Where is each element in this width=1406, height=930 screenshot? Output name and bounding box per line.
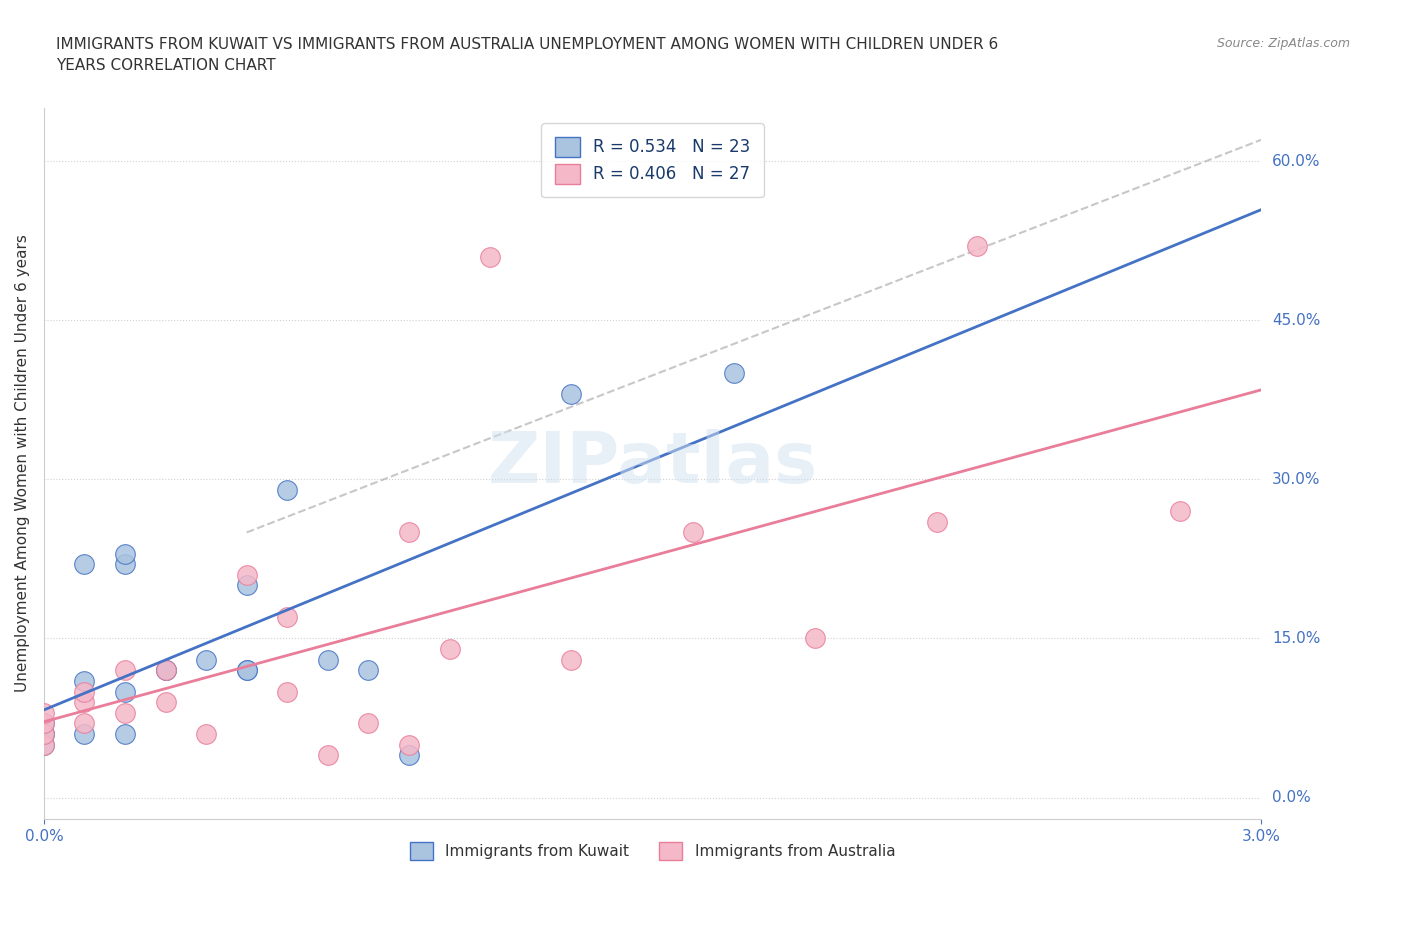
Point <box>73 557 96 572</box>
Point <box>114 684 136 699</box>
Point <box>73 684 96 699</box>
Point <box>479 249 502 264</box>
Point <box>236 663 259 678</box>
Point <box>276 483 298 498</box>
Point <box>114 663 136 678</box>
Point <box>114 726 136 741</box>
Text: ZIPatlas: ZIPatlas <box>488 429 817 498</box>
Point <box>357 716 380 731</box>
Point <box>236 578 259 593</box>
Text: 60.0%: 60.0% <box>1272 153 1320 168</box>
Point <box>682 525 704 539</box>
Point <box>32 705 55 720</box>
Point <box>560 652 582 667</box>
Point <box>32 716 55 731</box>
Point <box>439 642 461 657</box>
Point <box>357 663 380 678</box>
Text: Source: ZipAtlas.com: Source: ZipAtlas.com <box>1216 37 1350 50</box>
Point <box>398 737 420 752</box>
Point <box>316 748 339 763</box>
Point <box>398 748 420 763</box>
Point <box>32 737 55 752</box>
Point <box>114 557 136 572</box>
Point <box>966 238 988 253</box>
Point <box>32 726 55 741</box>
Point <box>155 663 177 678</box>
Point <box>925 514 948 529</box>
Point <box>32 726 55 741</box>
Text: IMMIGRANTS FROM KUWAIT VS IMMIGRANTS FROM AUSTRALIA UNEMPLOYMENT AMONG WOMEN WIT: IMMIGRANTS FROM KUWAIT VS IMMIGRANTS FRO… <box>56 37 998 73</box>
Point <box>155 695 177 710</box>
Point <box>32 726 55 741</box>
Point <box>316 652 339 667</box>
Point <box>723 365 745 380</box>
Point <box>32 737 55 752</box>
Point <box>73 716 96 731</box>
Point <box>276 684 298 699</box>
Point <box>73 673 96 688</box>
Point <box>73 726 96 741</box>
Point <box>236 663 259 678</box>
Point <box>236 567 259 582</box>
Point <box>560 387 582 402</box>
Point <box>32 716 55 731</box>
Point <box>276 610 298 625</box>
Point <box>1168 504 1191 519</box>
Point <box>114 546 136 561</box>
Point <box>195 652 218 667</box>
Y-axis label: Unemployment Among Women with Children Under 6 years: Unemployment Among Women with Children U… <box>15 234 30 692</box>
Text: 45.0%: 45.0% <box>1272 312 1320 327</box>
Point <box>398 525 420 539</box>
Text: 15.0%: 15.0% <box>1272 631 1320 646</box>
Point <box>155 663 177 678</box>
Text: 30.0%: 30.0% <box>1272 472 1320 486</box>
Point <box>155 663 177 678</box>
Point <box>73 695 96 710</box>
Legend: Immigrants from Kuwait, Immigrants from Australia: Immigrants from Kuwait, Immigrants from … <box>402 834 903 868</box>
Point <box>114 705 136 720</box>
Point <box>195 726 218 741</box>
Text: 0.0%: 0.0% <box>1272 790 1310 805</box>
Point <box>804 631 827 646</box>
